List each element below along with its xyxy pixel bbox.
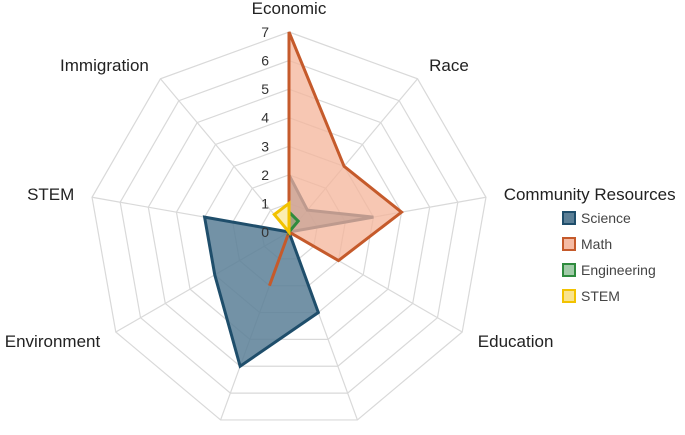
category-label-immigration: Immigration xyxy=(60,56,149,75)
radar-category-labels: Economic Race Community Resources Education… xyxy=(5,0,676,351)
grid-spoke xyxy=(159,78,290,233)
grid-ring-7 xyxy=(91,31,487,421)
grid-ring-5 xyxy=(147,88,431,367)
tick-label: 4 xyxy=(261,110,269,126)
category-label-race: Race xyxy=(429,56,469,75)
tick-label: 0 xyxy=(261,224,269,240)
tick-label: 2 xyxy=(261,167,269,183)
series-math-area xyxy=(268,31,404,287)
category-label-economic: Economic xyxy=(252,0,327,18)
radar-tick-labels: 0 1 2 3 4 5 6 7 xyxy=(261,24,269,240)
legend-swatch-math xyxy=(562,237,576,251)
category-label-education: Education xyxy=(478,332,554,351)
tick-label: 7 xyxy=(261,24,269,40)
radar-series xyxy=(202,31,404,369)
category-label-stem: STEM xyxy=(27,185,74,204)
grid-ring-6 xyxy=(119,59,459,394)
tick-label: 1 xyxy=(261,195,269,211)
legend-label-stem: STEM xyxy=(581,288,620,304)
legend-swatch-engineering xyxy=(562,263,576,277)
series-stem-area xyxy=(272,200,291,237)
legend-swatch-science xyxy=(562,211,576,225)
category-label-community-resources: Community Resources xyxy=(504,185,676,204)
grid-ring-4 xyxy=(175,117,403,340)
category-label-environment: Environment xyxy=(5,332,101,351)
legend-label-engineering: Engineering xyxy=(581,262,656,278)
legend-label-math: Math xyxy=(581,236,612,252)
chart-legend: Science Math Engineering STEM xyxy=(562,210,656,304)
tick-label: 5 xyxy=(261,81,269,97)
tick-label: 6 xyxy=(261,53,269,69)
tick-label: 3 xyxy=(261,138,269,154)
legend-label-science: Science xyxy=(581,210,631,226)
legend-swatch-stem xyxy=(562,289,576,303)
